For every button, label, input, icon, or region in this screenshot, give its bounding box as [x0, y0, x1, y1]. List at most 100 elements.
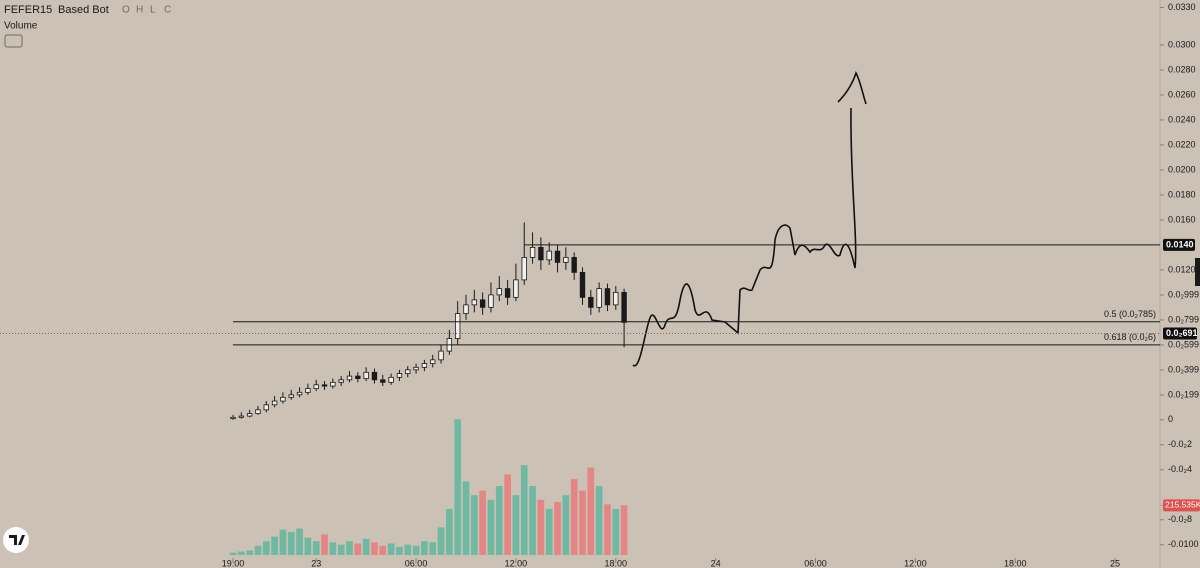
candle-body: [563, 256, 569, 263]
candle-body: [246, 413, 253, 417]
candle-body: [280, 396, 286, 402]
y-tick-label: 0.0180: [1168, 189, 1196, 199]
volume-bar: [554, 502, 561, 555]
candle-body: [313, 384, 319, 389]
price-tag: 0.0140: [1166, 239, 1194, 249]
y-tick-label: 0.0240: [1168, 114, 1196, 124]
volume-bar: [462, 481, 470, 555]
candle-body: [438, 350, 444, 361]
x-tick-label: 12:00: [505, 558, 528, 568]
volume-bar: [612, 508, 620, 555]
y-tick-label: -0.0₂2: [1168, 439, 1192, 449]
candle-body: [513, 279, 519, 298]
hand-drawing: [632, 71, 867, 367]
volume-title: Volume: [4, 21, 38, 32]
candle-body: [346, 375, 353, 381]
x-tick-label: 06:00: [405, 558, 428, 568]
candle-body: [571, 256, 577, 273]
x-tick-label: 12:00: [904, 558, 927, 568]
fib-label: 0.5 (0.0₂785): [1104, 309, 1156, 319]
candle-body: [496, 288, 502, 296]
y-tick-label: -0.0₂4: [1168, 464, 1192, 474]
volume-bar: [479, 490, 486, 555]
candle-body: [355, 375, 361, 379]
candle-body: [538, 246, 544, 261]
volume-bar: [412, 545, 420, 555]
volume-bar: [254, 545, 262, 555]
volume-bar: [329, 542, 337, 555]
volume-bar: [362, 538, 370, 555]
y-tick-label: 0.0160: [1168, 214, 1196, 224]
volume-tag: 215.535K: [1165, 500, 1200, 510]
volume-bar: [287, 531, 295, 555]
y-tick-label: 0.0₂799: [1168, 314, 1199, 324]
candle-body: [321, 384, 328, 387]
candle-body: [421, 363, 428, 368]
volume-bar: [304, 537, 312, 555]
candle-body: [338, 379, 344, 383]
candle-body: [504, 288, 511, 298]
candle-body: [579, 271, 586, 298]
volume-bar: [246, 550, 253, 555]
x-tick-label: 18:00: [605, 558, 628, 568]
volume-bar: [387, 543, 395, 555]
volume-bar: [562, 495, 570, 555]
volume-bar: [470, 495, 478, 555]
x-tick-label: 25: [1110, 558, 1120, 568]
candle-body: [479, 299, 486, 308]
y-tick-label: -0.0100: [1168, 539, 1199, 549]
volume-bar: [296, 528, 303, 555]
candle-body: [521, 256, 527, 281]
volume-bar: [570, 479, 578, 555]
candle-body: [255, 409, 261, 414]
volume-bar: [595, 485, 603, 555]
volume-bar: [579, 490, 586, 555]
volume-bar: [396, 546, 403, 555]
y-tick-label: 0.0120: [1168, 264, 1196, 274]
candle-body: [371, 371, 378, 381]
volume-tag-bg: [1163, 499, 1200, 512]
volume-bar: [520, 465, 528, 555]
y-tick-label: 0.0330: [1168, 2, 1196, 12]
candle-body: [330, 381, 336, 387]
volume-bar: [312, 541, 320, 555]
candle-body: [380, 379, 386, 383]
y-tick-label: 0.0260: [1168, 89, 1196, 99]
volume-bar: [371, 542, 378, 555]
candle-body: [463, 304, 469, 315]
x-tick-label: 23: [311, 558, 321, 568]
candle-body: [613, 291, 619, 306]
y-tick-label: 0.0₂999: [1168, 289, 1199, 299]
candle-body: [471, 299, 478, 306]
volume-bar: [346, 541, 353, 555]
y-tick-label: 0.0₂399: [1168, 364, 1199, 374]
candle-body: [263, 404, 269, 411]
y-tick-label: 0.0₂199: [1168, 389, 1199, 399]
volume-bar: [437, 527, 445, 555]
x-tick-label: 18:00: [1004, 558, 1027, 568]
x-tick-label: 24: [711, 558, 721, 568]
volume-bar: [354, 543, 362, 555]
price-tag: 0.0₂691: [1166, 328, 1198, 338]
candle-body: [230, 416, 236, 419]
volume-bar: [446, 508, 453, 555]
candle-body: [554, 250, 561, 263]
candle-body: [546, 250, 552, 261]
candle-body: [396, 373, 403, 378]
volume-bar: [321, 534, 328, 555]
volume-bar: [262, 541, 270, 555]
candle-body: [288, 394, 294, 398]
symbol: FEFER: [4, 4, 40, 16]
y-tick-label: 0.0220: [1168, 139, 1196, 149]
price-tag-bg: [1163, 327, 1197, 340]
fib-label: 0.618 (0.0₂6): [1104, 332, 1156, 342]
candle-body: [271, 400, 278, 406]
candle-body: [529, 246, 536, 258]
collapse-button[interactable]: [4, 34, 23, 48]
volume-bar: [512, 495, 520, 555]
scroll-marker: [1195, 258, 1200, 286]
volume-bar: [537, 499, 545, 555]
volume-bar: [545, 508, 553, 555]
